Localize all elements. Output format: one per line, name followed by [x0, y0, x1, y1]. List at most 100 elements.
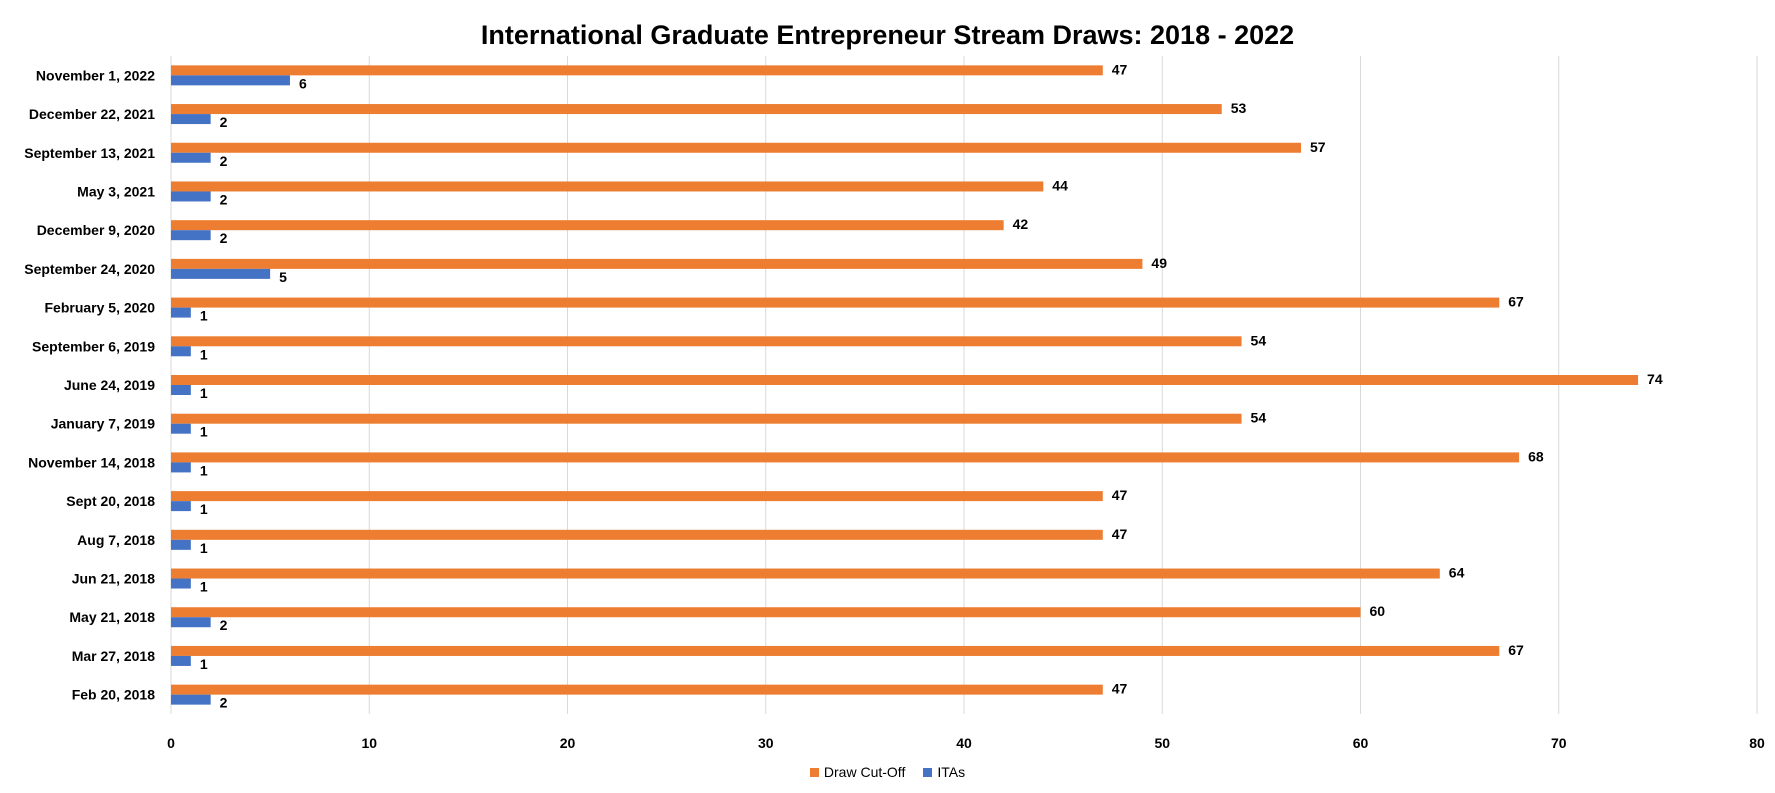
- bar-itas: [171, 694, 211, 705]
- bar-draw-cut-off: [171, 297, 1500, 308]
- legend-swatch: [809, 767, 819, 777]
- x-tick-label: 40: [956, 735, 972, 751]
- data-label: 44: [1052, 177, 1068, 193]
- category-label: September 6, 2019: [32, 338, 155, 354]
- category-label: December 9, 2020: [37, 222, 156, 238]
- chart-title: International Graduate Entrepreneur Stre…: [480, 20, 1295, 50]
- bar-draw-cut-off: [171, 65, 1103, 76]
- data-label: 1: [200, 308, 208, 324]
- data-label: 74: [1647, 371, 1663, 387]
- data-label: 2: [220, 114, 228, 130]
- bar-itas: [171, 655, 191, 666]
- bar-draw-cut-off: [171, 684, 1103, 695]
- category-label: Feb 20, 2018: [72, 687, 155, 703]
- data-label: 57: [1310, 139, 1326, 155]
- x-tick-label: 20: [560, 735, 576, 751]
- bar-itas: [171, 307, 191, 318]
- data-label: 5: [279, 269, 287, 285]
- data-label: 67: [1508, 642, 1524, 658]
- data-label: 67: [1508, 294, 1524, 310]
- category-label: Sept 20, 2018: [66, 493, 155, 509]
- bar-draw-cut-off: [171, 104, 1222, 115]
- bar-itas: [171, 539, 191, 550]
- bar-draw-cut-off: [171, 220, 1004, 231]
- bar-itas: [171, 346, 191, 357]
- x-tick-label: 0: [167, 735, 175, 751]
- data-label: 1: [200, 540, 208, 556]
- legend-item-draw-cut-off: Draw Cut-Off: [809, 764, 906, 780]
- bar-draw-cut-off: [171, 452, 1520, 463]
- bar-draw-cut-off: [171, 568, 1440, 579]
- data-label: 1: [200, 385, 208, 401]
- bar-draw-cut-off: [171, 645, 1500, 656]
- category-label: September 24, 2020: [24, 261, 155, 277]
- category-label: Jun 21, 2018: [72, 571, 155, 587]
- data-label: 47: [1112, 487, 1128, 503]
- bar-itas: [171, 75, 290, 86]
- data-label: 47: [1112, 61, 1128, 77]
- x-tick-label: 30: [758, 735, 774, 751]
- data-label: 49: [1151, 255, 1167, 271]
- bar-draw-cut-off: [171, 181, 1044, 192]
- category-label: Mar 27, 2018: [72, 648, 155, 664]
- data-label: 1: [200, 656, 208, 672]
- bar-itas: [171, 423, 191, 434]
- bar-draw-cut-off: [171, 607, 1361, 618]
- data-label: 1: [200, 424, 208, 440]
- data-label: 64: [1449, 565, 1465, 581]
- bar-itas: [171, 617, 211, 628]
- x-tick-label: 50: [1154, 735, 1170, 751]
- legend-swatch: [923, 767, 933, 777]
- data-label: 47: [1112, 681, 1128, 697]
- bar-draw-cut-off: [171, 142, 1302, 153]
- legend-label: Draw Cut-Off: [823, 764, 906, 780]
- data-label: 2: [220, 695, 228, 711]
- category-label: September 13, 2021: [24, 145, 155, 161]
- data-label: 6: [299, 75, 307, 91]
- x-tick-label: 60: [1353, 735, 1369, 751]
- category-label: November 14, 2018: [28, 454, 155, 470]
- category-label: January 7, 2019: [51, 416, 156, 432]
- category-label: February 5, 2020: [44, 300, 155, 316]
- data-label: 1: [200, 579, 208, 595]
- data-label: 1: [200, 346, 208, 362]
- bar-itas: [171, 501, 191, 512]
- data-label: 1: [200, 462, 208, 478]
- category-label: November 1, 2022: [36, 67, 155, 83]
- bar-draw-cut-off: [171, 258, 1143, 269]
- data-label: 60: [1370, 603, 1386, 619]
- data-label: 1: [200, 501, 208, 517]
- bar-draw-cut-off: [171, 413, 1242, 424]
- bar-draw-cut-off: [171, 375, 1639, 385]
- bar-itas: [171, 268, 271, 279]
- category-label: Aug 7, 2018: [77, 532, 155, 548]
- data-label: 53: [1231, 100, 1247, 116]
- bar-draw-cut-off: [171, 529, 1103, 540]
- data-label: 42: [1013, 216, 1029, 232]
- x-tick-label: 70: [1551, 735, 1567, 751]
- data-label: 2: [220, 153, 228, 169]
- legend-label: ITAs: [937, 764, 966, 780]
- data-label: 2: [220, 617, 228, 633]
- bar-itas: [171, 230, 211, 241]
- category-label: December 22, 2021: [29, 106, 155, 122]
- bar-itas: [171, 152, 211, 163]
- data-label: 47: [1112, 526, 1128, 542]
- category-label: May 21, 2018: [69, 609, 155, 625]
- data-label: 54: [1251, 332, 1267, 348]
- legend-item-itas: ITAs: [923, 764, 965, 780]
- x-tick-label: 80: [1749, 735, 1765, 751]
- bar-itas: [171, 578, 191, 589]
- data-label: 68: [1528, 448, 1544, 464]
- data-label: 2: [220, 191, 228, 207]
- x-tick-label: 10: [361, 735, 377, 751]
- data-label: 54: [1251, 410, 1267, 426]
- bar-itas: [171, 114, 211, 125]
- bar-draw-cut-off: [171, 336, 1242, 347]
- data-label: 2: [220, 230, 228, 246]
- category-label: June 24, 2019: [64, 377, 155, 393]
- bar-itas: [171, 191, 211, 202]
- legend: Draw Cut-Off ITAs: [0, 764, 1775, 780]
- bar-draw-cut-off: [171, 491, 1103, 502]
